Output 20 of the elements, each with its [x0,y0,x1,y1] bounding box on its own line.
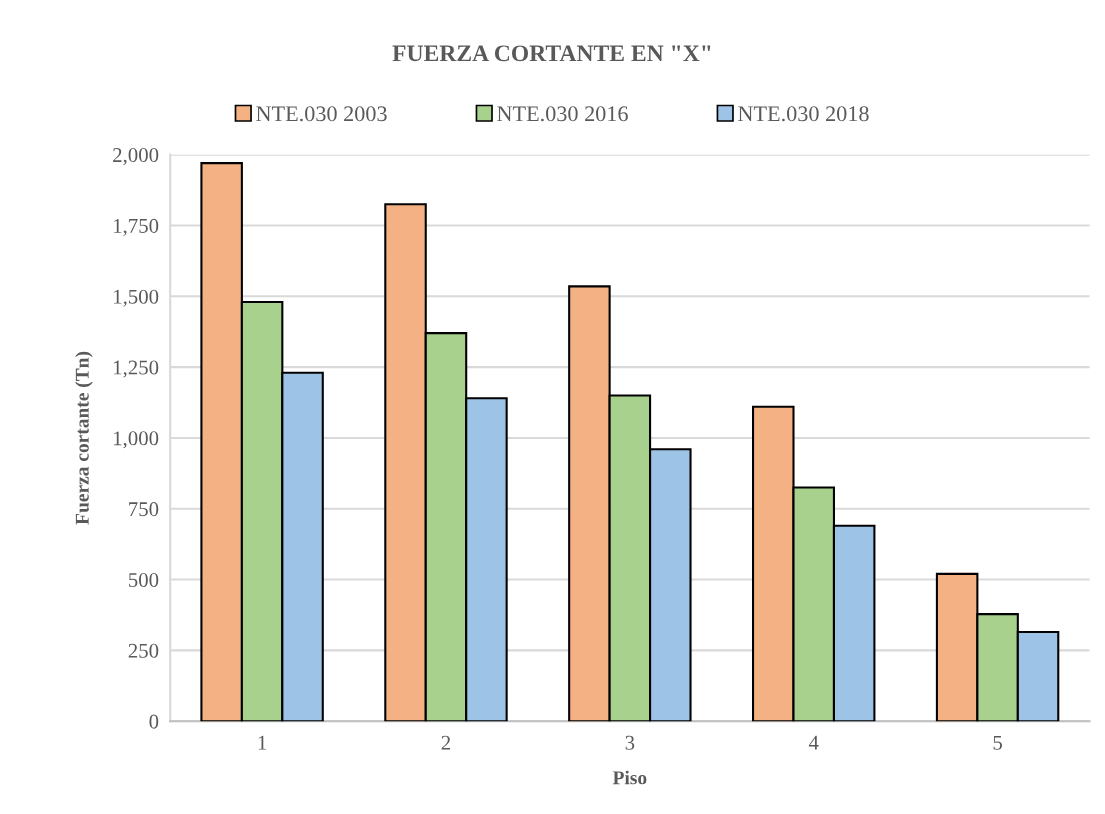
chart-title: FUERZA CORTANTE EN "X" [392,45,711,62]
legend-label: NTE.030 2016 [497,106,628,122]
x-tick-label: 4 [808,735,819,750]
y-axis-title: Fuerza cortante (Tn) [75,351,93,525]
x-tick-label: 2 [441,735,451,750]
y-tick-label: 250 [128,643,159,658]
y-tick-label: 1,250 [114,360,159,378]
y-tick-label: 2,000 [113,148,159,166]
y-tick-label: 500 [129,572,159,587]
x-tick-label: 5 [993,735,1002,750]
y-tick-label: 1,750 [114,218,159,236]
legend-label: NTE.030 2018 [738,106,869,122]
x-tick-label: 1 [258,735,267,750]
y-tick-label: 1,000 [114,431,159,449]
y-tick-label: 1,500 [114,289,159,307]
y-tick-label: 750 [129,502,159,517]
x-tick-label: 3 [625,735,635,750]
y-tick-label: 0 [149,714,159,729]
legend-label: NTE.030 2003 [256,106,387,122]
x-axis-title: Piso [612,770,647,785]
